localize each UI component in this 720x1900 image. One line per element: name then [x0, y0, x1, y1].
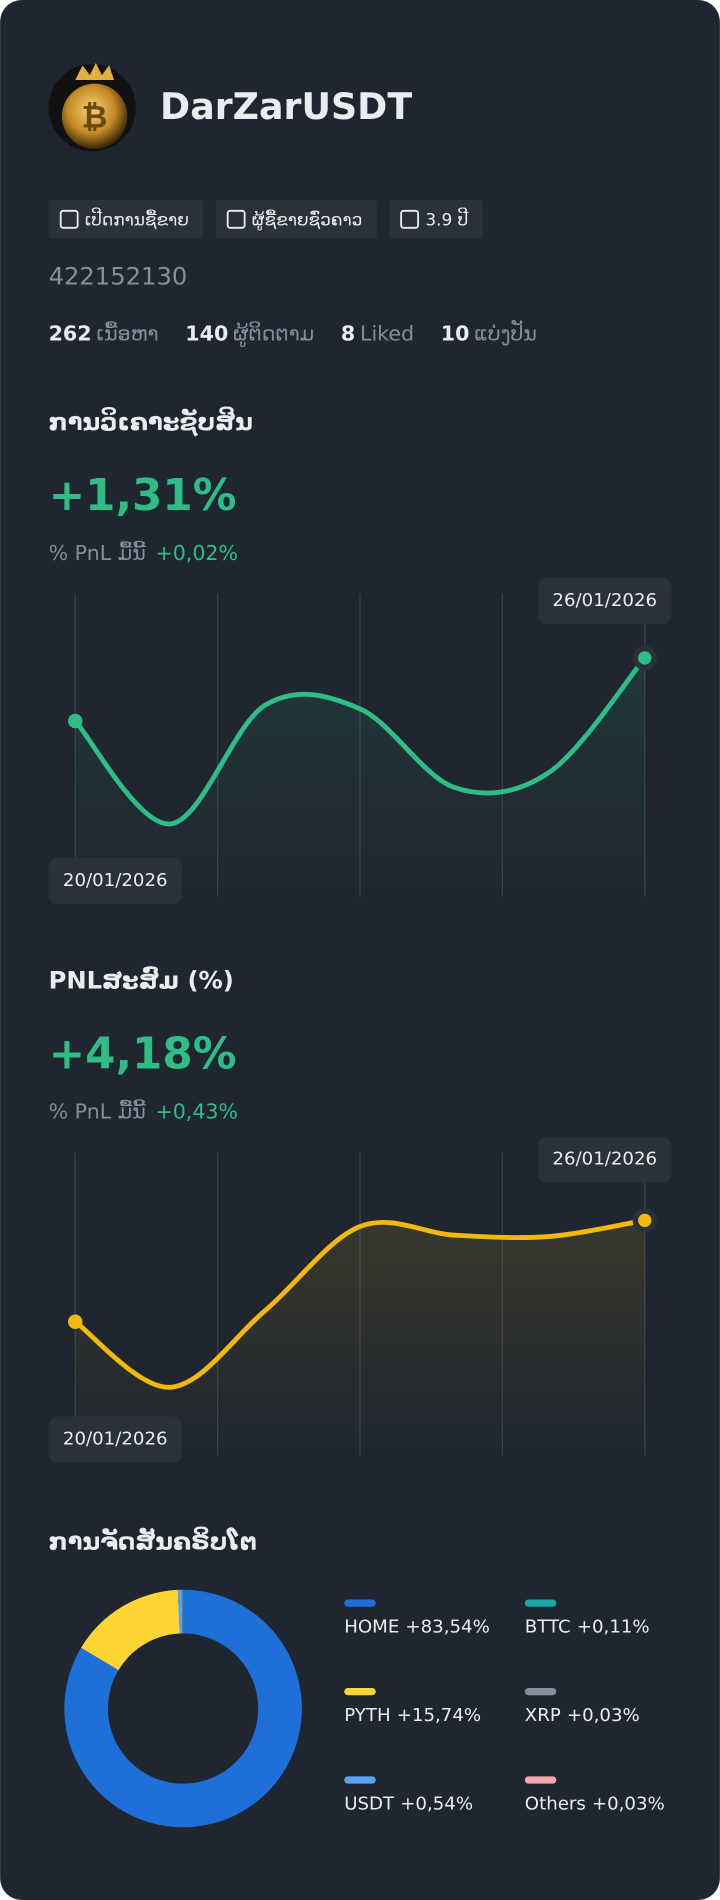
- legend-swatch: [524, 1687, 557, 1696]
- section-title: ການວິເຄາະຊັບສິນ: [49, 404, 253, 437]
- badge: [388, 199, 483, 239]
- legend-value: +0,03%: [592, 1793, 665, 1814]
- date-tag: [48, 1416, 182, 1463]
- start-point: [67, 713, 83, 729]
- legend-swatch: [524, 1776, 557, 1784]
- date-label: 26/01/2026: [552, 1149, 657, 1170]
- stat-label: ເນື້ອຫາ: [96, 320, 158, 345]
- legend-value: +15,74%: [397, 1705, 481, 1726]
- stat-label: Liked: [360, 321, 414, 345]
- end-point: [638, 651, 652, 665]
- stat-label: ແບ່ງປັນ: [474, 318, 537, 345]
- legend-swatch: [344, 1687, 376, 1696]
- badge-label: 3.9 ປີ: [425, 208, 468, 230]
- subtitle: % PnL ມື້ນີ້: [49, 1098, 146, 1123]
- legend-swatch: [524, 1599, 557, 1607]
- headline-value: +1,31%: [49, 471, 237, 521]
- stat-label: ຜູ້ຕິດຕາມ: [233, 320, 314, 347]
- donut-slice: [177, 1589, 183, 1634]
- area: [75, 1220, 645, 1456]
- badge: [48, 199, 204, 239]
- badge: [215, 199, 377, 239]
- legend-name: PYTH: [344, 1705, 390, 1726]
- date-tag: [538, 1136, 672, 1183]
- legend-name: USDT: [344, 1793, 395, 1814]
- legend-label: HOME +83,54%: [344, 1616, 490, 1637]
- section-title: ການຈັດສັນຄຣິບໂຕ: [49, 1525, 257, 1556]
- donut-slice: [64, 1589, 302, 1828]
- legend-label: Others +0,03%: [525, 1793, 665, 1814]
- stat-value: 140: [185, 321, 228, 345]
- legend-name: BTTC: [525, 1616, 571, 1637]
- legend-label: XRP +0,03%: [525, 1705, 640, 1726]
- legend-value: +83,54%: [405, 1616, 489, 1637]
- username: DarZarUSDT: [160, 85, 412, 128]
- headline-value: +4,18%: [49, 1030, 237, 1080]
- subtitle-value: +0,02%: [155, 541, 238, 565]
- legend-label: BTTC +0,11%: [525, 1616, 650, 1637]
- start-point: [67, 1314, 83, 1330]
- end-point: [638, 1213, 652, 1228]
- avatar: ₿: [48, 63, 136, 152]
- date-tag: [538, 577, 672, 625]
- badge-icon: [400, 209, 419, 229]
- line: [72, 655, 648, 827]
- legend-label: USDT +0,54%: [344, 1793, 473, 1814]
- user-id: 422152130: [49, 262, 188, 290]
- subtitle-value: +0,43%: [155, 1099, 238, 1123]
- badge-label: ຜູ້ຊື້ຂາຍຊົ່ວຄາວ: [252, 208, 362, 230]
- legend-value: +0,54%: [400, 1793, 473, 1814]
- badge-icon: [226, 209, 246, 229]
- stat-value: 262: [49, 321, 92, 345]
- svg-text:₿: ₿: [82, 100, 108, 136]
- line: [72, 1217, 648, 1390]
- date-label: 20/01/2026: [63, 870, 168, 891]
- date-label: 20/01/2026: [63, 1429, 168, 1450]
- subtitle: % PnL ມື້ນີ້: [49, 540, 146, 565]
- badge-icon: [59, 209, 79, 229]
- date-label: 26/01/2026: [552, 590, 657, 611]
- legend-label: PYTH +15,74%: [344, 1705, 481, 1726]
- stat-value: 8: [341, 321, 355, 345]
- legend-name: XRP: [525, 1705, 561, 1726]
- badge-label: ເປີດການຊື້ຂາຍ: [85, 208, 189, 231]
- legend-value: +0,03%: [567, 1705, 640, 1726]
- legend-swatch: [344, 1599, 376, 1607]
- area: [75, 657, 645, 897]
- legend-value: +0,11%: [577, 1616, 650, 1637]
- legend-name: Others: [525, 1793, 586, 1814]
- date-tag: [48, 857, 182, 904]
- donut-slice: [81, 1589, 180, 1671]
- stat-value: 10: [441, 321, 470, 345]
- donut-slice: [181, 1589, 183, 1634]
- legend-swatch: [344, 1776, 376, 1784]
- legend-name: HOME: [344, 1616, 399, 1637]
- section-title: PNLສະສົມ (%): [49, 966, 234, 995]
